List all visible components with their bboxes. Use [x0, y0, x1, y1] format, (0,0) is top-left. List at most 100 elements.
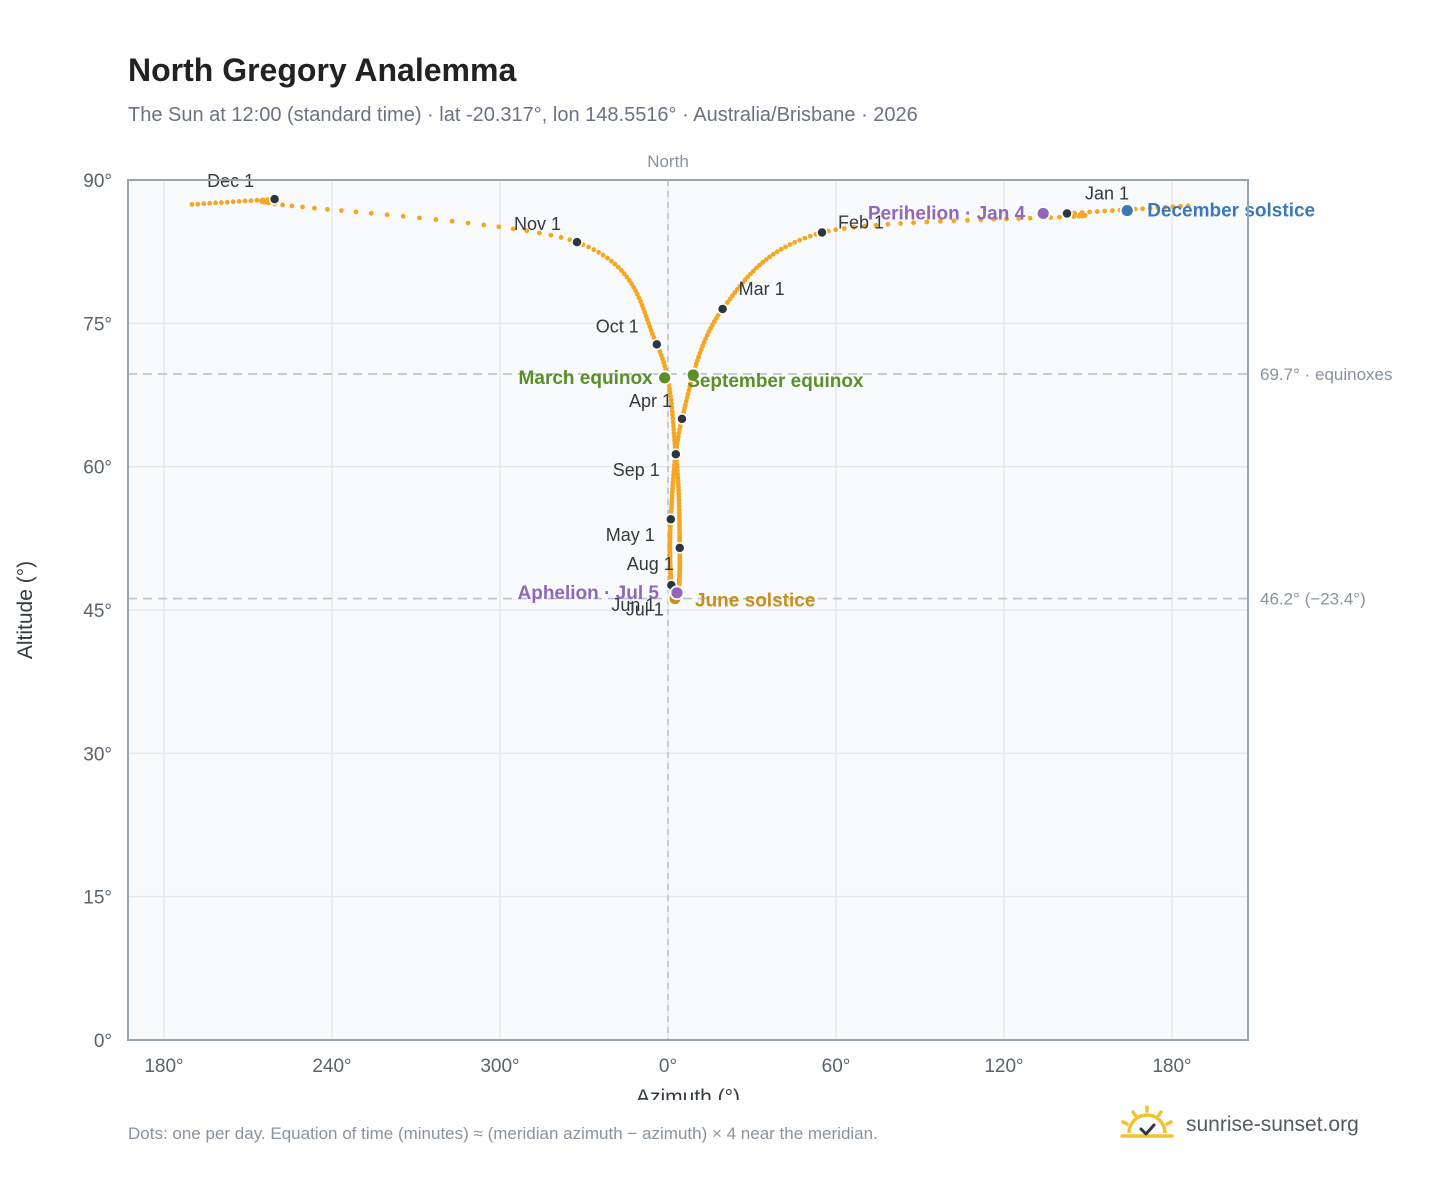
daily-sun-dot — [1140, 206, 1146, 212]
daily-sun-dot — [536, 230, 542, 236]
daily-sun-dot — [670, 416, 676, 421]
event-label: September equinox — [687, 371, 864, 392]
event-label: Aphelion · Jul 5 — [518, 583, 660, 604]
daily-sun-dot — [481, 222, 487, 228]
daily-sun-dot — [230, 199, 236, 205]
analemma-chart: 69.7° · equinoxes 46.2° (−23.4°) North Ja… — [14, 152, 1393, 1100]
daily-sun-dot — [615, 264, 621, 270]
month-marker — [571, 236, 583, 248]
reference-line-label: 69.7° · equinoxes — [1260, 365, 1393, 384]
sun-logo-icon — [1120, 1105, 1174, 1138]
y-tick-label: 45° — [83, 601, 112, 622]
daily-sun-dot — [672, 437, 677, 443]
daily-sun-dot — [667, 386, 672, 391]
daily-sun-dot — [797, 237, 803, 243]
daily-sun-dot — [667, 389, 673, 395]
month-label: May 1 — [606, 525, 655, 545]
month-marker — [676, 413, 688, 425]
daily-sun-dot — [260, 197, 266, 203]
reference-line-label: 46.2° (−23.4°) — [1260, 590, 1366, 609]
event-marker — [685, 367, 701, 383]
daily-sun-dot — [693, 361, 699, 367]
month-label: Jul 1 — [626, 600, 664, 620]
daily-sun-dot — [978, 217, 984, 223]
daily-sun-dot — [802, 235, 808, 241]
daily-sun-dot — [730, 293, 735, 299]
daily-sun-dot — [449, 218, 455, 224]
daily-sun-dot — [496, 224, 502, 230]
y-tick-label: 15° — [83, 888, 112, 909]
daily-sun-dot — [660, 356, 665, 362]
daily-sun-dot — [991, 216, 997, 222]
daily-sun-dot — [612, 261, 618, 267]
month-label: Apr 1 — [629, 391, 672, 411]
daily-sun-dot — [671, 423, 676, 429]
daily-sun-dot — [841, 226, 847, 231]
daily-sun-dot — [636, 295, 642, 301]
daily-sun-dot — [639, 302, 645, 308]
daily-sun-dot — [1162, 204, 1168, 210]
daily-sun-dot — [417, 215, 422, 221]
month-label: Aug 1 — [627, 554, 674, 574]
daily-sun-dot — [694, 358, 700, 363]
brand-name: sunrise-sunset.org — [1186, 1113, 1359, 1136]
daily-sun-dot — [748, 271, 753, 277]
north-label: North — [647, 152, 689, 171]
daily-sun-dot — [1027, 215, 1033, 221]
daily-sun-dot — [312, 205, 317, 211]
daily-sun-dot — [676, 430, 682, 436]
month-marker — [651, 338, 663, 351]
daily-sun-dot — [596, 249, 602, 255]
daily-sun-dot — [1155, 205, 1161, 211]
daily-sun-dot — [661, 360, 667, 365]
daily-sun-dot — [604, 255, 610, 261]
month-label: Dec 1 — [207, 171, 254, 191]
axes: 180° 240° 300° 0° 60° 120° 180° 0° 15° 30° 45° 60° 7… — [83, 171, 1191, 1077]
daily-sun-dot — [353, 209, 359, 215]
daily-sun-dot — [792, 239, 798, 245]
daily-sun-dot — [760, 259, 766, 265]
daily-sun-dot — [685, 391, 691, 397]
x-tick-label: 60° — [822, 1056, 851, 1077]
daily-sun-dot — [683, 398, 689, 404]
daily-sun-dot — [201, 201, 207, 207]
daily-sun-dot — [384, 212, 390, 218]
daily-sun-dot — [833, 227, 839, 233]
daily-sun-dot — [548, 232, 554, 238]
daily-sun-dot — [898, 221, 903, 226]
daily-sun-dot — [338, 208, 344, 214]
daily-sun-dot — [669, 401, 674, 406]
x-tick-label: 0° — [659, 1056, 677, 1077]
event-marker — [1119, 203, 1135, 218]
daily-sun-dot — [924, 219, 930, 225]
daily-sun-dot — [672, 441, 678, 447]
daily-sun-dot — [675, 434, 681, 439]
x-tick-label: 240° — [312, 1056, 351, 1077]
daily-sun-dot — [763, 257, 769, 262]
month-label: Sep 1 — [613, 460, 660, 480]
daily-sun-dot — [510, 226, 516, 232]
daily-sun-dot — [684, 395, 690, 401]
reference-lines: 69.7° · equinoxes 46.2° (−23.4°) — [128, 365, 1393, 609]
daily-sun-dot — [634, 291, 640, 297]
daily-sun-dot — [1004, 216, 1009, 222]
y-tick-label: 75° — [83, 314, 112, 335]
daily-sun-dot — [951, 218, 957, 224]
daily-sun-dot — [629, 281, 634, 287]
brand[interactable]: sunrise-sunset.org — [1120, 1100, 1359, 1150]
daily-sun-dot — [668, 397, 674, 403]
daily-sun-dot — [751, 268, 756, 274]
daily-sun-dot — [677, 427, 683, 432]
daily-sun-dot — [774, 249, 780, 255]
daily-sun-dot — [591, 247, 597, 253]
daily-sun-dot — [937, 218, 943, 224]
daily-sun-dot — [638, 299, 643, 304]
daily-sun-dot — [631, 284, 637, 290]
daily-sun-dot — [807, 233, 813, 239]
month-marker — [816, 226, 828, 239]
daily-sun-dot — [618, 268, 624, 273]
y-tick-label: 60° — [83, 458, 112, 479]
daily-sun-dot — [783, 244, 788, 250]
plot-frame — [127, 179, 1249, 1041]
